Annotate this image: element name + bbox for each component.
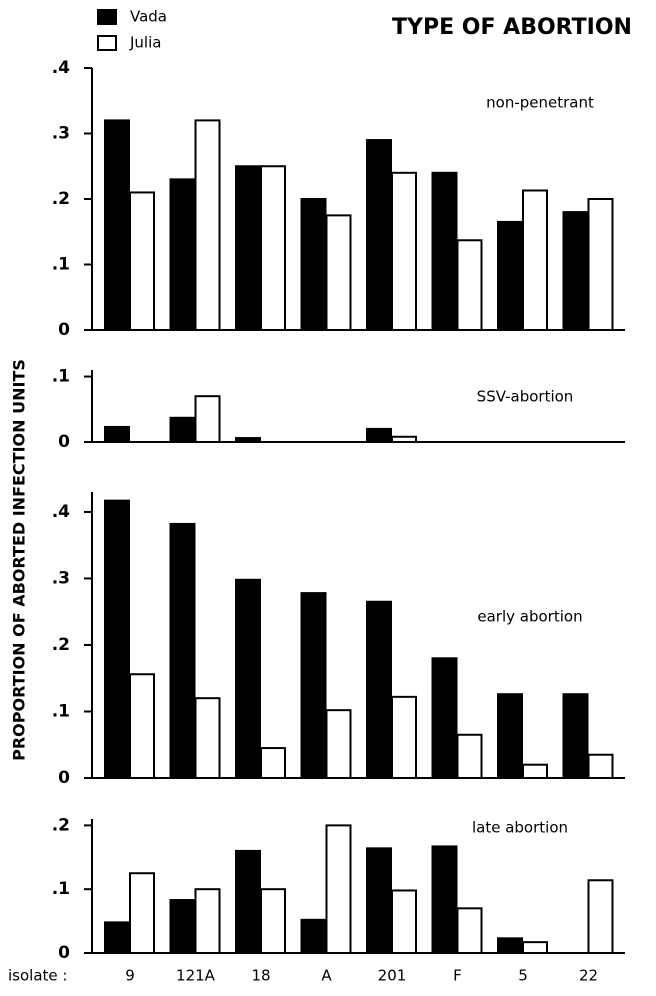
y-tick-label: .1 [52, 255, 70, 275]
y-tick-label: .4 [52, 58, 70, 78]
legend-label: Julia [129, 34, 161, 52]
x-tick-label: F [453, 967, 462, 985]
bar [391, 889, 417, 955]
bar [522, 763, 548, 780]
bar [129, 673, 155, 780]
bar [235, 578, 261, 779]
x-tick-label: 22 [579, 967, 598, 985]
bar [169, 178, 196, 331]
x-axis-label: isolate : [8, 967, 67, 985]
bar [391, 695, 417, 780]
bar [366, 847, 392, 954]
bar [431, 171, 458, 331]
y-tick-label: .2 [52, 635, 70, 655]
bar [391, 435, 417, 444]
bar [431, 845, 458, 955]
bar [260, 888, 286, 955]
x-tick-label: 5 [518, 967, 528, 985]
bar [325, 214, 352, 331]
panel-label: late abortion [472, 819, 568, 837]
bar [456, 239, 483, 331]
bar [497, 693, 523, 780]
bar [325, 824, 352, 955]
bar [587, 753, 614, 780]
bar [235, 849, 261, 955]
bar [391, 171, 417, 331]
x-tick-label: 201 [378, 967, 407, 985]
panel-label: non-penetrant [486, 94, 594, 112]
legend-swatch [97, 35, 117, 51]
bar [169, 899, 196, 954]
bar [300, 918, 327, 954]
bar [235, 165, 261, 331]
bar [522, 941, 548, 955]
bar [325, 709, 352, 779]
x-tick-label: A [321, 967, 332, 985]
y-tick-label: .1 [52, 367, 70, 387]
y-tick-label: 0 [58, 320, 70, 340]
y-tick-label: .3 [52, 124, 70, 144]
bar [562, 693, 589, 780]
bar [104, 119, 130, 332]
bar [431, 657, 458, 779]
bar [194, 697, 221, 779]
bar [522, 189, 548, 331]
bar [456, 907, 483, 954]
y-tick-label: 0 [58, 768, 70, 788]
bar [129, 191, 155, 331]
y-tick-label: .2 [52, 815, 70, 835]
panel-label: early abortion [477, 608, 582, 626]
x-tick-label: 9 [125, 967, 135, 985]
chart-title: TYPE OF ABORTION [392, 15, 632, 40]
bar [497, 220, 523, 331]
y-tick-label: .3 [52, 568, 70, 588]
legend-swatch [97, 9, 117, 25]
bar [260, 165, 286, 331]
bar [169, 522, 196, 780]
x-tick-label: 121A [176, 967, 216, 985]
legend-label: Vada [130, 8, 167, 26]
bar [194, 888, 221, 955]
bar [366, 427, 392, 443]
x-tick-label: 18 [251, 967, 270, 985]
bar [194, 395, 221, 444]
bar [497, 937, 523, 954]
y-tick-label: 0 [58, 432, 70, 452]
bar [104, 921, 130, 954]
bar [260, 747, 286, 779]
y-tick-label: .1 [52, 879, 70, 899]
y-tick-label: 0 [58, 943, 70, 963]
y-tick-label: .2 [52, 189, 70, 209]
bar [587, 879, 614, 954]
bar [194, 119, 221, 332]
panel-label: SSV-abortion [477, 388, 574, 406]
bar [562, 211, 589, 332]
y-tick-label: .1 [52, 701, 70, 721]
bar [587, 198, 614, 331]
y-axis-label: PROPORTION OF ABORTED INFECTION UNITS [10, 359, 29, 761]
bar [366, 139, 392, 331]
bar [300, 592, 327, 779]
bar [366, 600, 392, 780]
bar [104, 425, 130, 444]
bar [300, 198, 327, 331]
y-tick-label: .4 [52, 502, 70, 522]
bar [235, 437, 261, 443]
bar [129, 872, 155, 954]
bar [104, 499, 130, 779]
bar [169, 416, 196, 444]
bar [456, 733, 483, 780]
